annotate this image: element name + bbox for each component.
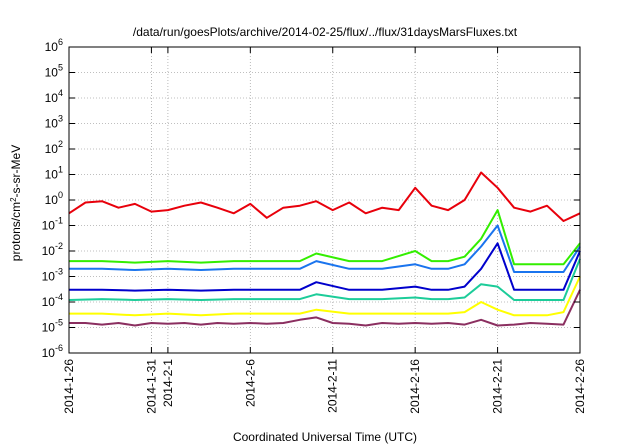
- x-tick-label: 2014-1-26: [62, 359, 76, 414]
- grid: [68, 46, 581, 354]
- y-tick-label: 105: [45, 63, 63, 80]
- y-tick-label: 10-3: [42, 267, 63, 284]
- series-line: [69, 224, 581, 273]
- x-tick-label: 2014-1-31: [144, 359, 158, 414]
- y-tick-label: 102: [45, 139, 63, 156]
- y-tick-label: 10-4: [42, 292, 63, 309]
- x-tick-label: 2014-2-16: [408, 359, 422, 414]
- y-tick-label: 101: [45, 165, 63, 182]
- x-tick-label: 2014-2-1: [161, 359, 175, 407]
- y-tick-label: 10-6: [42, 343, 63, 360]
- chart-title: /data/run/goesPlots/archive/2014-02-25/f…: [133, 25, 518, 39]
- y-tick-label: 103: [45, 114, 63, 131]
- x-tick-label: 2014-2-6: [243, 359, 257, 407]
- y-tick-labels: 10-6 10-5 10-4 10-3 10-2 10-1 100 101 102 103 104 1…: [42, 37, 63, 360]
- series-line: [69, 242, 581, 292]
- y-tick-label: 100: [45, 190, 63, 207]
- y-tick-label: 10-5: [42, 318, 63, 335]
- y-tick-label: 10-1: [42, 216, 63, 233]
- series-line: [68, 258, 581, 301]
- x-tick-labels: 2014-1-26 2014-1-31 2014-2-1 2014-2-6 2014-2…: [62, 359, 587, 414]
- series-line: [69, 289, 581, 327]
- x-tick-label: 2014-2-21: [491, 359, 505, 414]
- y-tick-label: 106: [45, 37, 63, 54]
- x-axis-label: Coordinated Universal Time (UTC): [233, 430, 417, 444]
- axis-ticks: [68, 46, 581, 354]
- series-line: [69, 209, 581, 266]
- y-tick-label: 104: [45, 88, 63, 105]
- y-axis-label: protons/cm2-s-sr-MeV: [9, 145, 23, 261]
- series-line: [68, 171, 581, 222]
- series-layer: [68, 171, 581, 327]
- x-tick-label: 2014-2-11: [326, 359, 340, 413]
- series-line: [69, 276, 581, 317]
- x-tick-label: 2014-2-26: [573, 359, 587, 414]
- y-tick-label: 10-2: [42, 241, 63, 258]
